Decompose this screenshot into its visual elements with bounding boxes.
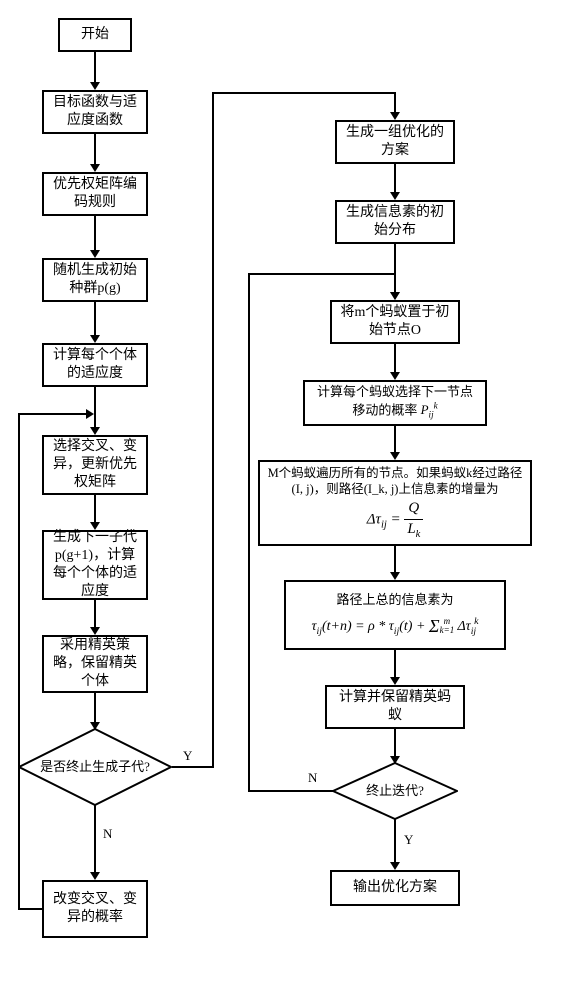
edge-label-n: N	[308, 770, 317, 786]
formula: Δτij = QLk	[367, 499, 424, 541]
arrowhead	[390, 292, 400, 300]
node-change-prob: 改变交叉、变异的概率	[42, 880, 148, 938]
edge-y	[212, 92, 214, 768]
diamond-terminate-iter: 终止迭代?	[332, 762, 458, 820]
arrowhead	[390, 677, 400, 685]
edge	[394, 819, 396, 862]
node-move-prob: 计算每个蚂蚁选择下一节点移动的概率 Pijk	[303, 380, 487, 426]
node-init-pop: 随机生成初始种群p(g)	[42, 258, 148, 302]
arrowhead	[90, 872, 100, 880]
arrowhead	[90, 164, 100, 172]
node-gen-scheme: 生成一组优化的方案	[335, 120, 455, 164]
arrowhead	[90, 250, 100, 258]
edge-y	[394, 92, 396, 112]
node-traverse: M个蚂蚁遍历所有的节点。如果蚂蚁k经过路径(I, j)，则路径(I_k, j)上…	[258, 460, 532, 546]
edge	[394, 546, 396, 572]
node-init-pheromone: 生成信息素的初始分布	[335, 200, 455, 244]
node-objective: 目标函数与适应度函数	[42, 90, 148, 134]
edge-loop	[18, 908, 42, 910]
edge-y	[172, 766, 214, 768]
edge	[394, 344, 396, 372]
node-calc-fitness: 计算每个个体的适应度	[42, 343, 148, 387]
arrowhead	[390, 112, 400, 120]
node-label: 采用精英策略，保留精英个体	[50, 637, 140, 692]
arrowhead	[390, 372, 400, 380]
arrowhead	[90, 627, 100, 635]
edge-label-y: Y	[404, 832, 413, 848]
node-label: 计算每个个体的适应度	[50, 347, 140, 383]
edge	[94, 302, 96, 335]
edge	[94, 693, 96, 722]
arrowhead	[90, 82, 100, 90]
node-place-ants: 将m个蚂蚁置于初始节点O	[330, 300, 460, 344]
arrowhead	[390, 192, 400, 200]
arrowhead	[90, 335, 100, 343]
edge	[94, 495, 96, 522]
node-label: 计算每个蚂蚁选择下一节点移动的概率 Pijk	[311, 384, 479, 422]
node-label: 生成下一子代p(g+1)，计算每个个体的适应度	[50, 529, 140, 602]
diamond-label: 是否终止生成子代?	[40, 759, 150, 775]
arrowhead	[390, 452, 400, 460]
arrowhead	[86, 409, 94, 419]
edge	[94, 387, 96, 427]
edge-loop	[18, 413, 89, 415]
edge	[94, 805, 96, 872]
node-label: 改变交叉、变异的概率	[50, 891, 140, 927]
edge-loop	[248, 790, 333, 792]
node-label: M个蚂蚁遍历所有的节点。如果蚂蚁k经过路径(I, j)，则路径(I_k, j)上…	[266, 465, 524, 498]
node-elite: 采用精英策略，保留精英个体	[42, 635, 148, 693]
arrowhead	[90, 427, 100, 435]
node-crossover: 选择交叉、变异，更新优先权矩阵	[42, 435, 148, 495]
edge-loop	[18, 413, 20, 910]
arrowhead	[390, 862, 400, 870]
arrowhead	[90, 522, 100, 530]
edge-loop	[248, 273, 250, 792]
arrowhead	[390, 756, 400, 764]
edge	[394, 426, 396, 452]
edge	[94, 216, 96, 250]
formula: τij(t+n) = ρ * τij(t) + Σmk=1 Δτijk	[311, 613, 478, 639]
node-elite-ant: 计算并保留精英蚂蚁	[325, 685, 465, 729]
node-next-gen: 生成下一子代p(g+1)，计算每个个体的适应度	[42, 530, 148, 600]
edge-loop	[248, 273, 395, 275]
diamond-label: 终止迭代?	[366, 783, 424, 799]
node-label: 将m个蚂蚁置于初始节点O	[338, 304, 452, 340]
node-start: 开始	[58, 18, 132, 52]
edge	[94, 134, 96, 164]
node-label: 开始	[81, 26, 109, 44]
edge	[394, 650, 396, 677]
node-label: 随机生成初始种群p(g)	[50, 262, 140, 298]
node-label: 计算并保留精英蚂蚁	[333, 689, 457, 725]
diamond-terminate-gen: 是否终止生成子代?	[18, 728, 172, 806]
edge	[394, 244, 396, 292]
edge	[94, 600, 96, 627]
edge-label-y: Y	[183, 748, 192, 764]
edge	[394, 164, 396, 192]
edge-y	[212, 92, 395, 94]
node-label: 生成信息素的初始分布	[343, 204, 447, 240]
node-label: 生成一组优化的方案	[343, 124, 447, 160]
node-label: 路径上总的信息素为	[336, 592, 453, 609]
node-label: 优先权矩阵编码规则	[50, 176, 140, 212]
edge	[394, 729, 396, 756]
node-label: 目标函数与适应度函数	[50, 94, 140, 130]
node-total-pheromone: 路径上总的信息素为 τij(t+n) = ρ * τij(t) + Σmk=1 …	[284, 580, 506, 650]
arrowhead	[90, 722, 100, 730]
edge	[94, 52, 96, 82]
node-label: 选择交叉、变异，更新优先权矩阵	[50, 438, 140, 493]
node-label: 输出优化方案	[353, 879, 437, 897]
node-output: 输出优化方案	[330, 870, 460, 906]
node-priority-matrix: 优先权矩阵编码规则	[42, 172, 148, 216]
edge-label-n: N	[103, 826, 112, 842]
arrowhead	[390, 572, 400, 580]
